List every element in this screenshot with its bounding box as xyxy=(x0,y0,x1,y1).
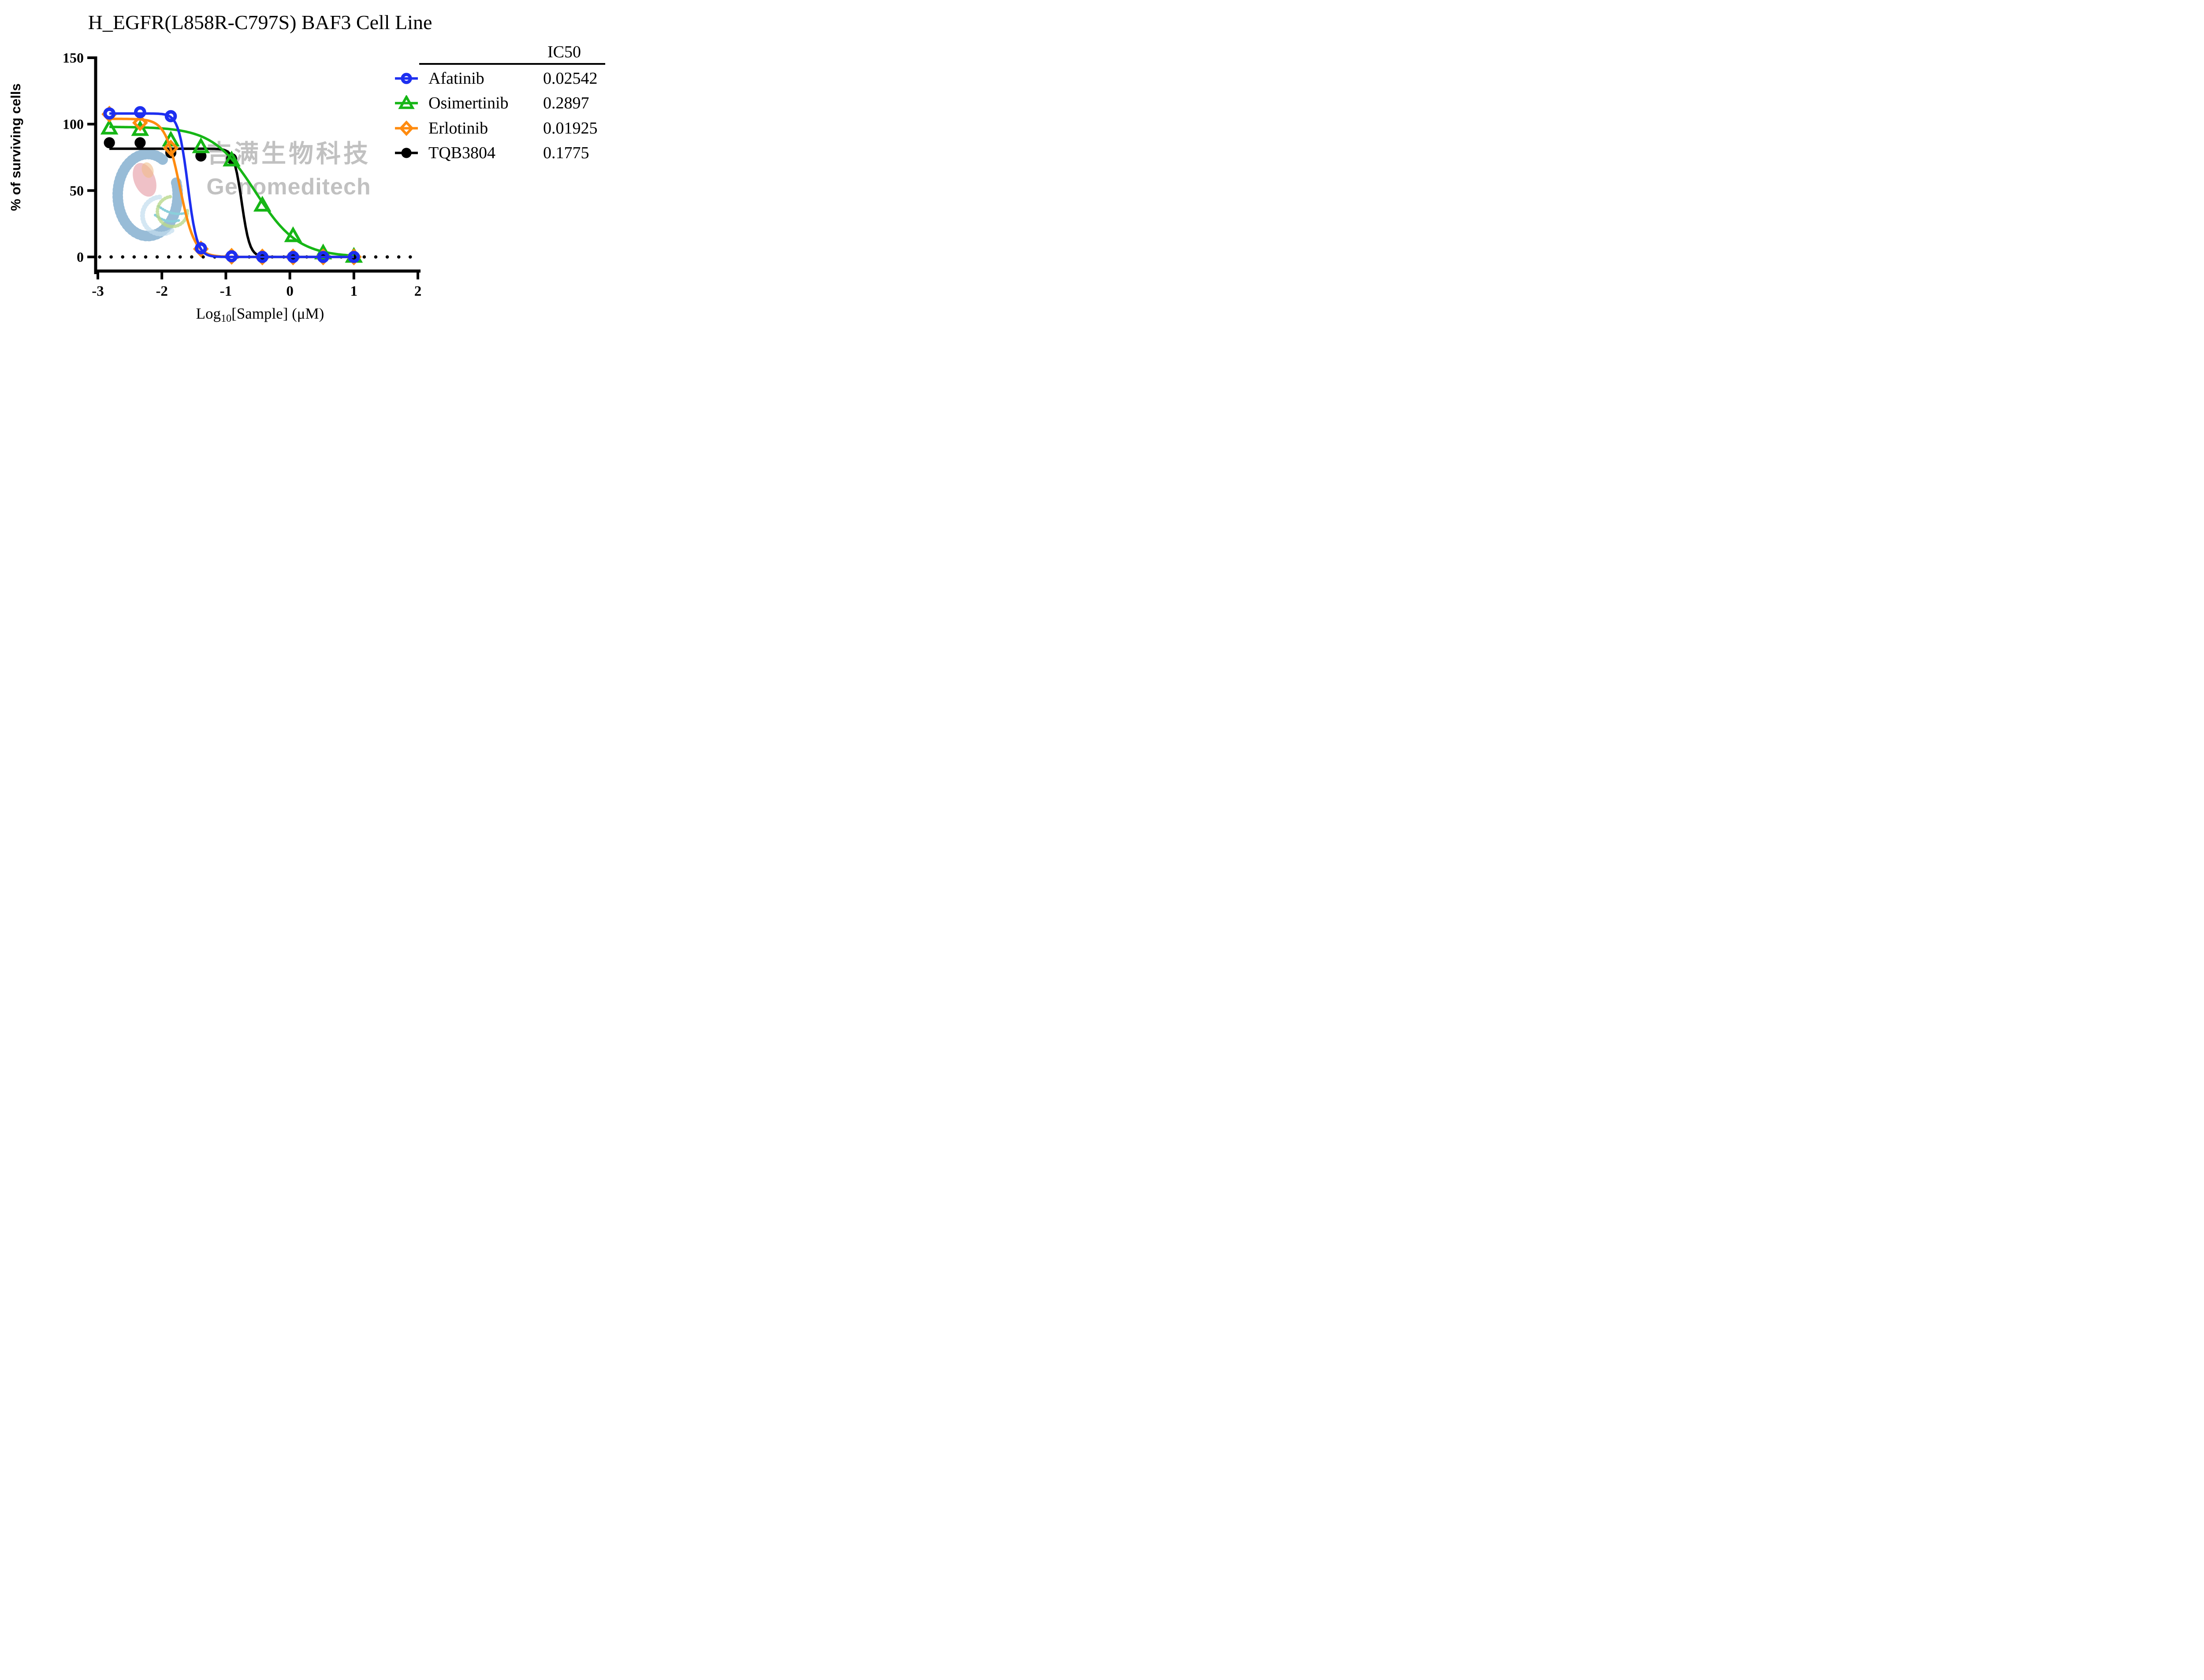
legend-row-erlotinib: Erlotinib 0.01925 xyxy=(0,119,622,138)
legend-ic50-header: IC50 xyxy=(547,43,581,61)
triangle-open-icon xyxy=(395,94,418,109)
legend-ic50-value: 0.02542 xyxy=(543,69,598,88)
legend-row-tqb3804: TQB3804 0.1775 xyxy=(0,144,622,163)
fit-curve xyxy=(109,117,354,258)
fit-curve xyxy=(109,126,354,257)
x-tick-label: 1 xyxy=(350,283,358,299)
legend-series-name: Osimertinib xyxy=(428,94,509,112)
circle-filled-icon xyxy=(395,148,418,158)
x-tick-label: -2 xyxy=(156,283,168,299)
x-tick-label: -1 xyxy=(220,283,232,299)
tqb3804-marker-icon xyxy=(394,145,419,161)
afatinib-marker-icon xyxy=(394,71,419,86)
fit-curve xyxy=(109,112,354,258)
y-tick-label: 100 xyxy=(63,116,84,132)
y-tick-label: 150 xyxy=(63,50,84,66)
diamond-open-icon xyxy=(395,120,418,136)
y-tick-label: 50 xyxy=(70,182,84,198)
legend-row-afatinib: Afatinib 0.02542 xyxy=(0,70,622,88)
legend-ic50-value: 0.2897 xyxy=(543,94,589,112)
x-tick-label: -3 xyxy=(92,283,104,299)
x-axis-label: Log10[Sample] (μM) xyxy=(128,305,392,325)
legend-ic50-value: 0.01925 xyxy=(543,119,598,138)
series-afatinib xyxy=(103,106,360,263)
legend-series-name: TQB3804 xyxy=(428,144,495,162)
logo-lightblue-swirl xyxy=(140,194,175,237)
x-tick-label: 2 xyxy=(414,283,422,299)
logo-orange-drop xyxy=(141,162,154,178)
x-tick-label: 0 xyxy=(286,283,294,299)
axes: 150 100 50 0 -3 -2 -1 0 1 2 xyxy=(63,50,421,299)
legend-divider-line xyxy=(419,63,605,65)
logo-blue-swirl xyxy=(112,149,183,242)
legend-ic50-value: 0.1775 xyxy=(543,144,589,162)
chart-title: H_EGFR(L858R-C797S) BAF3 Cell Line xyxy=(88,11,432,33)
figure-page: 吉满生物科技 Genomeditech 150 100 50 0 -3 -2 -1 0 1 2 H… xyxy=(0,0,622,336)
logo-teal-dna-strand-2 xyxy=(154,214,180,223)
x-axis-label-log: Log xyxy=(196,305,221,322)
watermark-company-text: Genomeditech xyxy=(206,174,371,200)
circle-open-icon xyxy=(395,73,418,84)
legend-series-name: Erlotinib xyxy=(428,119,488,138)
x-axis-label-subscript: 10 xyxy=(221,313,232,324)
y-tick-label: 0 xyxy=(77,249,84,265)
dose-response-chart: 150 100 50 0 -3 -2 -1 0 1 2 xyxy=(63,50,421,299)
x-axis-label-units: [Sample] (μM) xyxy=(231,305,324,322)
legend-row-osimertinib: Osimertinib 0.2897 xyxy=(0,94,622,113)
genomeditech-logo-icon xyxy=(112,149,190,242)
logo-teal-dna-strand xyxy=(157,205,186,216)
osimertinib-marker-icon xyxy=(394,94,419,111)
legend-series-name: Afatinib xyxy=(428,69,484,88)
logo-green-ring xyxy=(156,195,190,228)
erlotinib-marker-icon xyxy=(394,120,419,136)
logo-red-drop xyxy=(133,163,156,197)
